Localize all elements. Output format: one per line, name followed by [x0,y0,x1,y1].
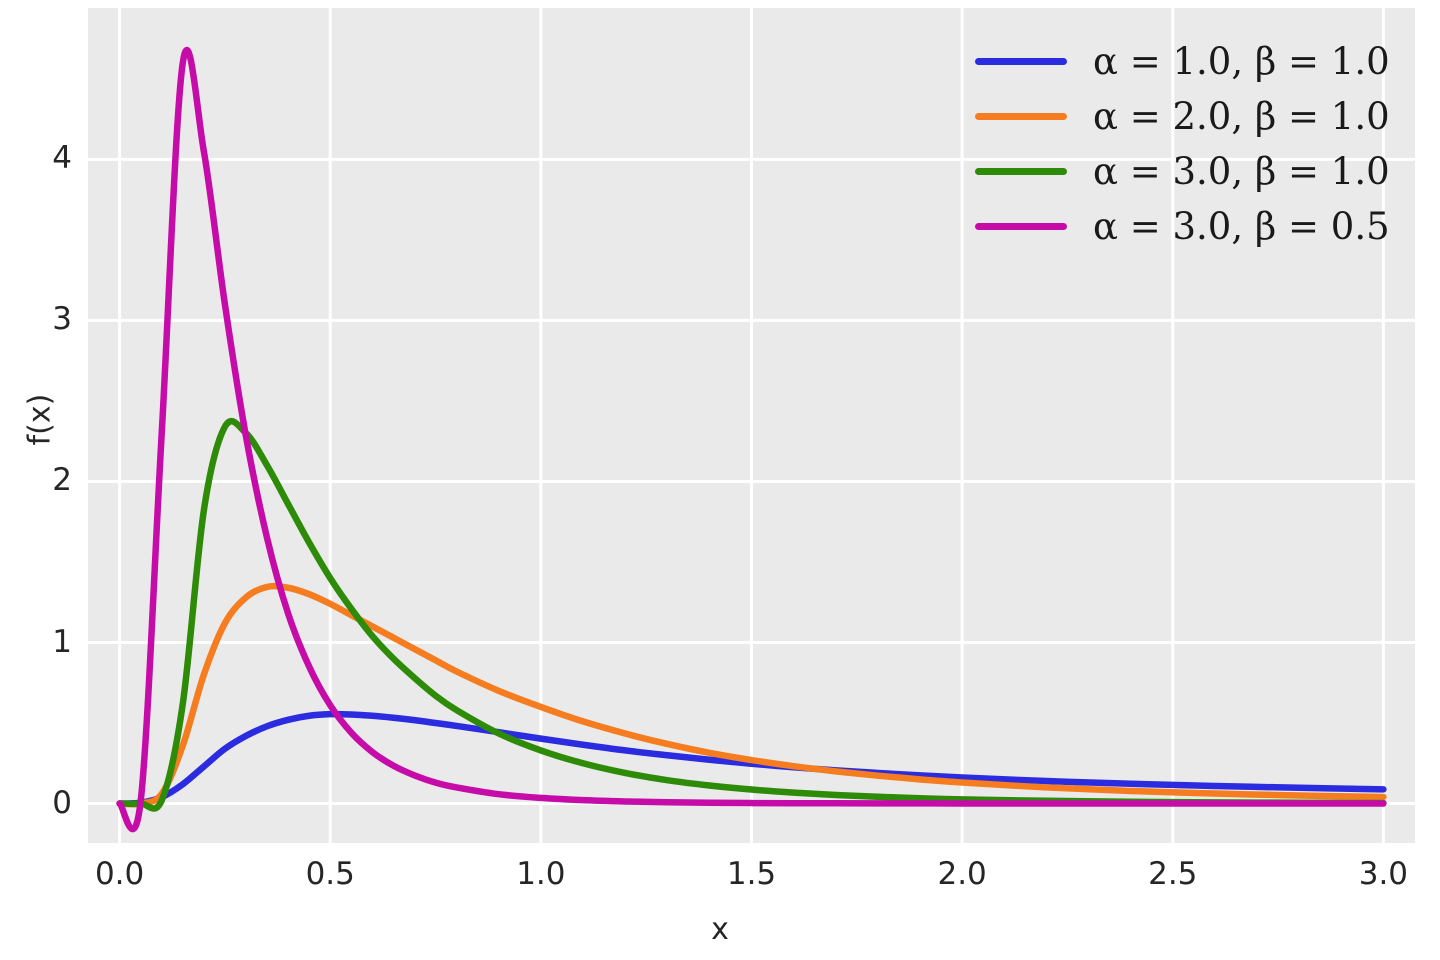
legend-line-swatch [975,168,1067,175]
legend-item: α = 3.0, β = 1.0 [955,144,1415,199]
x-tick-label: 2.0 [937,856,987,892]
legend-item-label: α = 2.0, β = 1.0 [1093,95,1390,138]
y-tick-label: 3 [52,301,72,338]
plot-area [88,8,1415,843]
x-tick-label: 2.5 [1148,856,1198,892]
chart-svg [88,8,1415,843]
data-curve [116,582,1387,808]
y-tick-label: 2 [52,462,72,499]
y-tick-label: 1 [52,623,72,660]
legend-item-label: α = 3.0, β = 0.5 [1093,205,1390,248]
x-axis-label: x [711,912,729,947]
y-tick-label: 0 [52,784,72,821]
legend-item-label: α = 3.0, β = 1.0 [1093,150,1390,193]
legend: α = 1.0, β = 1.0 α = 2.0, β = 1.0 α = 3.0,… [955,30,1415,258]
x-tick-label: 0.0 [94,856,145,892]
legend-item: α = 1.0, β = 1.0 [955,34,1415,89]
x-tick-label: 0.5 [305,856,355,892]
data-curves [116,46,1387,833]
y-tick-label: 4 [52,140,72,177]
x-tick-label: 3.0 [1358,856,1409,892]
legend-item-label: α = 1.0, β = 1.0 [1093,40,1390,83]
legend-line-swatch [975,58,1067,65]
legend-item: α = 2.0, β = 1.0 [955,89,1415,144]
data-curve [116,46,1387,833]
gridlines [88,8,1415,843]
y-axis-label: f(x) [22,393,58,446]
data-curve [116,418,1387,812]
x-tick-label: 1.5 [726,856,777,892]
legend-item: α = 3.0, β = 0.5 [955,199,1415,254]
legend-line-swatch [975,223,1067,230]
legend-line-swatch [975,113,1067,120]
x-tick-label: 1.0 [516,856,566,892]
